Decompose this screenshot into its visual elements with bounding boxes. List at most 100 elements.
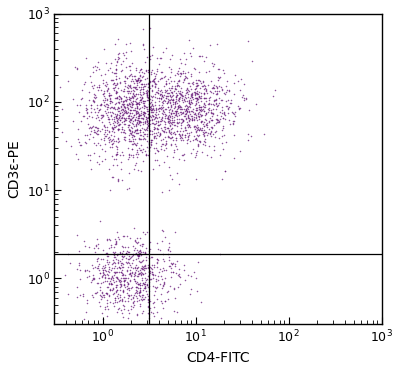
Point — [145, 97, 151, 103]
Point — [114, 115, 120, 121]
Point — [146, 147, 152, 153]
Point — [157, 75, 164, 81]
Point — [147, 137, 154, 143]
Point — [118, 119, 125, 125]
Point — [145, 303, 152, 309]
Point — [189, 92, 195, 97]
Point — [173, 81, 180, 87]
Point — [148, 113, 154, 119]
Point — [195, 110, 202, 116]
Point — [147, 144, 154, 150]
Point — [131, 133, 137, 139]
Point — [188, 94, 195, 100]
Point — [154, 260, 161, 266]
Point — [144, 117, 150, 123]
Point — [90, 64, 96, 70]
Point — [141, 109, 147, 115]
Point — [128, 48, 134, 54]
Point — [128, 116, 134, 122]
Point — [197, 97, 204, 103]
Point — [141, 249, 148, 255]
Point — [97, 270, 103, 276]
Point — [212, 83, 219, 89]
Point — [242, 96, 249, 102]
Point — [64, 291, 71, 296]
Point — [116, 265, 123, 271]
Point — [159, 227, 165, 232]
Point — [96, 292, 103, 298]
Point — [137, 280, 144, 286]
Point — [184, 86, 190, 92]
Point — [156, 133, 162, 139]
Point — [128, 272, 134, 278]
Point — [207, 115, 213, 121]
Point — [113, 81, 120, 87]
Point — [139, 98, 146, 104]
Point — [102, 141, 108, 147]
Point — [212, 97, 218, 103]
Point — [142, 270, 148, 276]
Point — [220, 115, 226, 121]
Point — [154, 55, 160, 61]
Point — [94, 125, 100, 131]
Point — [201, 129, 207, 135]
Point — [130, 121, 136, 127]
Point — [204, 82, 211, 88]
Point — [161, 111, 168, 117]
Point — [230, 110, 236, 116]
Point — [104, 236, 111, 242]
Point — [105, 102, 112, 108]
Point — [133, 235, 140, 241]
Point — [115, 260, 121, 266]
Point — [86, 113, 92, 119]
Point — [135, 253, 142, 259]
Point — [181, 113, 188, 119]
Point — [110, 278, 117, 283]
Point — [189, 117, 195, 123]
Point — [172, 109, 179, 115]
Point — [139, 125, 145, 131]
Point — [90, 106, 97, 112]
Point — [205, 129, 211, 135]
Point — [140, 129, 146, 135]
Point — [96, 153, 103, 159]
Point — [196, 93, 202, 99]
Point — [126, 285, 132, 291]
Point — [105, 86, 111, 92]
Point — [201, 95, 208, 101]
Point — [156, 114, 162, 120]
Point — [112, 95, 118, 101]
Point — [92, 264, 98, 270]
Point — [195, 113, 201, 119]
Point — [114, 162, 120, 168]
Point — [174, 113, 181, 119]
Point — [158, 315, 164, 321]
Point — [93, 289, 100, 295]
Point — [120, 272, 126, 278]
Point — [219, 97, 225, 103]
Point — [128, 138, 134, 144]
Point — [125, 275, 131, 281]
Point — [136, 72, 143, 78]
Point — [105, 260, 111, 266]
Point — [132, 238, 138, 244]
Point — [163, 153, 170, 159]
Point — [84, 267, 91, 273]
Point — [156, 281, 163, 287]
Point — [136, 270, 143, 276]
Point — [129, 270, 136, 276]
Point — [161, 267, 168, 273]
Point — [213, 116, 219, 122]
Point — [115, 116, 122, 122]
Point — [118, 115, 124, 121]
Point — [145, 114, 151, 120]
Point — [200, 91, 207, 97]
Point — [130, 292, 137, 298]
Point — [84, 132, 90, 138]
Point — [162, 113, 168, 119]
Point — [126, 278, 133, 283]
Point — [221, 111, 228, 117]
Point — [178, 71, 184, 77]
Point — [204, 121, 210, 126]
Point — [59, 129, 66, 135]
